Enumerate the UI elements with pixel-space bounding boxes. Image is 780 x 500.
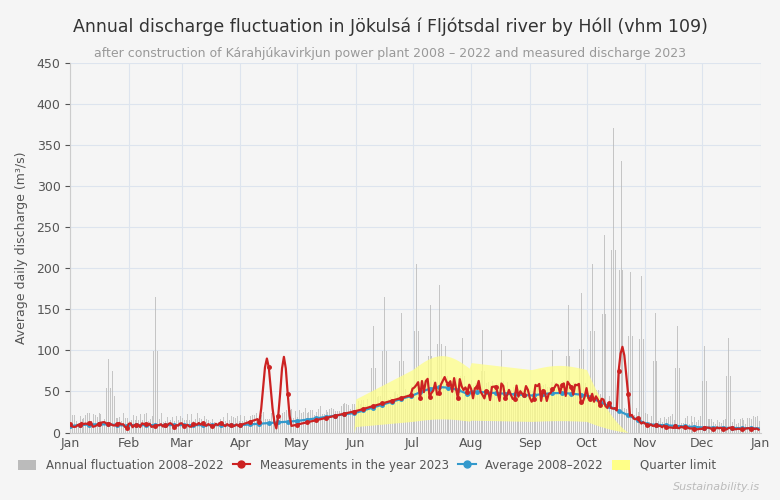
Y-axis label: Average daily discharge (m³/s): Average daily discharge (m³/s) (16, 151, 28, 344)
Text: Annual discharge fluctuation in Jökulsá í Fljótsdal river by Hóll (vhm 109): Annual discharge fluctuation in Jökulsá … (73, 18, 707, 36)
Text: after construction of Kárahjúkavirkjun power plant 2008 – 2022 and measured disc: after construction of Kárahjúkavirkjun p… (94, 48, 686, 60)
Text: Sustainability.is: Sustainability.is (673, 482, 760, 492)
Legend: Annual fluctuation 2008–2022, Measurements in the year 2023, Average 2008–2022, : Annual fluctuation 2008–2022, Measuremen… (13, 454, 721, 476)
